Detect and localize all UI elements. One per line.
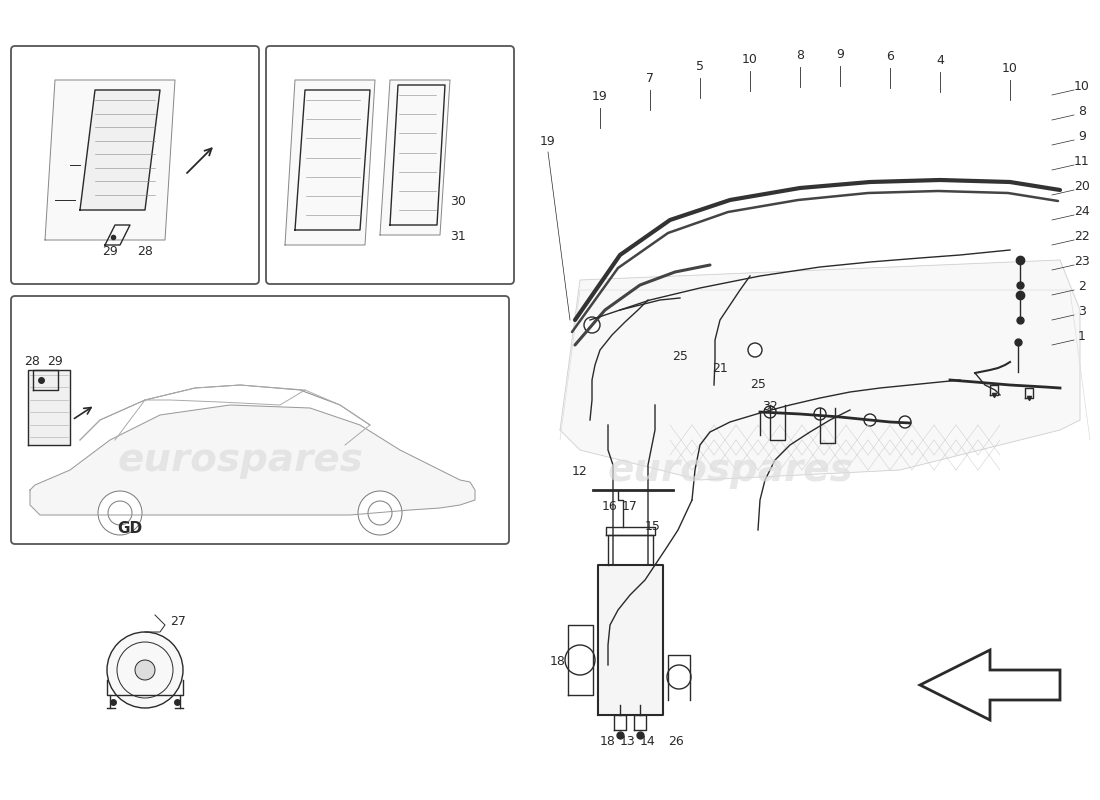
Text: GD: GD	[118, 521, 143, 536]
Text: 16: 16	[602, 500, 618, 513]
FancyBboxPatch shape	[11, 46, 258, 284]
Text: 12: 12	[572, 465, 587, 478]
Text: 25: 25	[750, 378, 766, 391]
Circle shape	[98, 491, 142, 535]
Text: 8: 8	[796, 49, 804, 62]
Polygon shape	[598, 565, 663, 715]
Text: 10: 10	[742, 53, 758, 66]
Text: 29: 29	[102, 245, 118, 258]
Circle shape	[814, 408, 826, 420]
Text: 9: 9	[1078, 130, 1086, 143]
Text: 4: 4	[936, 54, 944, 67]
Text: 15: 15	[645, 520, 661, 533]
Text: 20: 20	[1074, 180, 1090, 193]
Text: eurospares: eurospares	[117, 441, 363, 479]
Text: 29: 29	[47, 355, 63, 368]
FancyBboxPatch shape	[266, 46, 514, 284]
Circle shape	[135, 660, 155, 680]
Text: 6: 6	[887, 50, 894, 63]
Text: 19: 19	[592, 90, 608, 103]
Text: 21: 21	[712, 362, 728, 375]
Text: 18: 18	[550, 655, 565, 668]
Text: 1: 1	[1078, 330, 1086, 343]
Text: 25: 25	[672, 350, 688, 363]
Circle shape	[899, 416, 911, 428]
Text: 11: 11	[1074, 155, 1090, 168]
Circle shape	[584, 317, 600, 333]
Text: 8: 8	[1078, 105, 1086, 118]
Polygon shape	[285, 80, 375, 245]
Circle shape	[358, 491, 402, 535]
FancyBboxPatch shape	[11, 296, 509, 544]
Polygon shape	[920, 650, 1060, 720]
Text: 28: 28	[24, 355, 40, 368]
Text: 19: 19	[540, 135, 556, 148]
Text: 22: 22	[1074, 230, 1090, 243]
Text: eurospares: eurospares	[607, 451, 852, 489]
Text: 30: 30	[450, 195, 466, 208]
Text: 3: 3	[1078, 305, 1086, 318]
Text: 17: 17	[623, 500, 638, 513]
Text: 26: 26	[668, 735, 684, 748]
Polygon shape	[560, 260, 1080, 480]
Text: 27: 27	[170, 615, 186, 628]
Text: 2: 2	[1078, 280, 1086, 293]
Text: 10: 10	[1074, 80, 1090, 93]
Text: 31: 31	[450, 230, 465, 243]
Circle shape	[864, 414, 876, 426]
Circle shape	[764, 406, 776, 418]
Text: 23: 23	[1074, 255, 1090, 268]
Polygon shape	[30, 405, 475, 515]
Text: 18: 18	[601, 735, 616, 748]
Text: 32: 32	[762, 400, 778, 413]
Text: 7: 7	[646, 72, 654, 85]
Text: 5: 5	[696, 60, 704, 73]
Polygon shape	[379, 80, 450, 235]
Text: 10: 10	[1002, 62, 1018, 75]
Circle shape	[107, 632, 183, 708]
Polygon shape	[80, 90, 160, 210]
Circle shape	[748, 343, 762, 357]
Text: 28: 28	[138, 245, 153, 258]
Text: 14: 14	[640, 735, 656, 748]
Text: 24: 24	[1074, 205, 1090, 218]
Polygon shape	[28, 370, 70, 445]
Text: 13: 13	[620, 735, 636, 748]
Polygon shape	[45, 80, 175, 240]
Text: 9: 9	[836, 48, 844, 61]
